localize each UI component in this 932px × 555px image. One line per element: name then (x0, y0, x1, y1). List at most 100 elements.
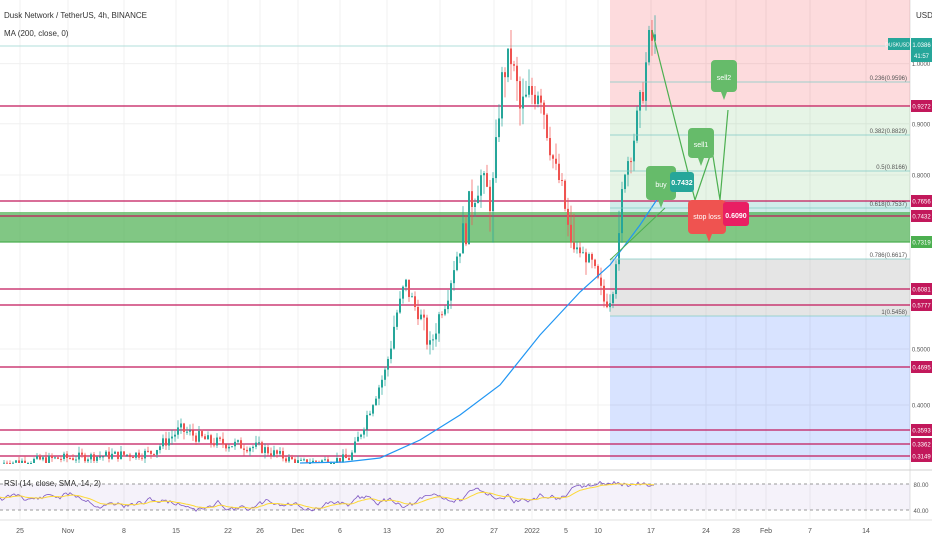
candle-body (81, 452, 83, 455)
candle-body (534, 94, 536, 104)
time-tick-label: 14 (862, 528, 870, 535)
time-tick-label: 13 (383, 528, 391, 535)
time-tick-label: 25 (16, 528, 24, 535)
candle (567, 197, 569, 237)
candle (426, 314, 428, 350)
candle (156, 449, 158, 459)
candle (363, 427, 365, 439)
candle (375, 396, 377, 406)
level-badge-label: 0.6081 (912, 288, 931, 294)
candle-body (546, 114, 548, 139)
candle-body (375, 398, 377, 406)
level-badge-label: 0.7656 (912, 200, 931, 206)
level-badge-label: 0.3593 (912, 429, 931, 435)
candle (282, 447, 284, 462)
candle-body (396, 312, 398, 327)
candle (18, 457, 20, 463)
candle (57, 456, 59, 460)
last-price-badge (911, 38, 932, 62)
candle-body (216, 437, 218, 446)
candle-body (453, 270, 455, 284)
candle-body (339, 458, 341, 463)
candle (162, 434, 164, 450)
candle (432, 334, 434, 351)
candle (225, 443, 227, 452)
fib-label: 0.236(0.9596) (870, 76, 907, 82)
candle-body (45, 457, 47, 463)
rsi-band (0, 484, 910, 510)
time-tick-label: 15 (172, 528, 180, 535)
level-badge-label: 0.7432 (912, 215, 931, 221)
candle-body (30, 463, 32, 464)
candle-body (258, 442, 260, 444)
candle-body (351, 452, 353, 461)
candle (615, 260, 617, 299)
candle-body (204, 436, 206, 440)
fib-label: 0.5(0.8166) (876, 165, 907, 171)
level-badge (911, 236, 932, 248)
candle (237, 439, 239, 445)
candle (393, 315, 395, 350)
buy-price-badge (670, 172, 694, 192)
candle (492, 172, 494, 243)
candle (207, 431, 209, 440)
sell2-label: sell2 (717, 75, 732, 82)
time-tick-label: 10 (594, 528, 602, 535)
candle (177, 420, 179, 439)
candle-body (402, 286, 404, 299)
time-tick-label: 28 (732, 528, 740, 535)
level-badge (911, 361, 932, 373)
candle-body (321, 460, 323, 463)
candle (453, 261, 455, 291)
candle (243, 443, 245, 456)
candle-body (69, 457, 71, 459)
candle (345, 448, 347, 459)
ma200-line (299, 194, 661, 464)
candle (456, 251, 458, 272)
candle-body (231, 446, 233, 448)
candle-body (201, 431, 203, 437)
candle (435, 323, 437, 347)
candle-body (213, 443, 215, 446)
candle-body (144, 450, 146, 459)
candle-body (165, 438, 167, 446)
candle-body (147, 450, 149, 452)
candle-body (54, 457, 56, 459)
candle-body (624, 174, 626, 190)
candle-body (129, 454, 131, 458)
fib-label: 1(0.5458) (881, 310, 907, 316)
candle (51, 453, 53, 462)
candle (105, 449, 107, 457)
candle (42, 455, 44, 462)
candle-body (72, 458, 74, 460)
price-tick-label: 1.0000 (912, 62, 931, 68)
candle-body (408, 279, 410, 297)
candle-body (102, 456, 104, 458)
candle-body (366, 415, 368, 430)
candle-body (87, 459, 89, 462)
candle (249, 446, 251, 456)
candle (384, 366, 386, 387)
candle (75, 455, 77, 463)
candle-body (135, 452, 137, 458)
candle (204, 433, 206, 440)
candle (420, 309, 422, 321)
candle-body (456, 256, 458, 271)
time-tick-label: 27 (490, 528, 498, 535)
candle (144, 448, 146, 463)
price-tick-label: 0.8000 (912, 174, 931, 180)
candle (537, 91, 539, 108)
candle-body (390, 348, 392, 360)
candle (291, 454, 293, 460)
candle-body (621, 189, 623, 234)
candle (12, 461, 14, 464)
candle (387, 356, 389, 377)
candle (210, 433, 212, 448)
candle (519, 76, 521, 126)
candle-body (108, 451, 110, 459)
candle (84, 452, 86, 463)
candle (576, 241, 578, 254)
candle (366, 410, 368, 437)
